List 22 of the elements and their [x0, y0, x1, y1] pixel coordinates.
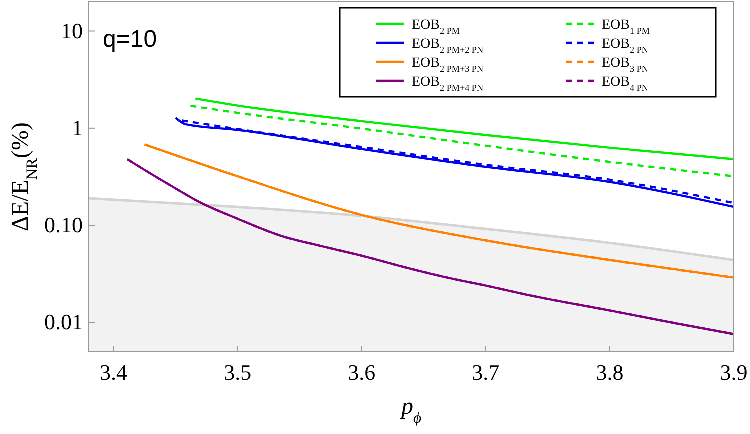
y-tick-label: 0.01: [44, 310, 83, 335]
legend-label: EOB$_{2 PN}$: [602, 37, 649, 55]
legend-label: EOB$_{2 PM+3 PN}$: [412, 56, 484, 74]
legend-label: EOB$_{2 PM+2 PN}$: [412, 37, 484, 55]
y-tick-label: 1: [72, 115, 83, 140]
x-tick-label: 3.8: [596, 360, 624, 385]
x-tick-label: 3.6: [348, 360, 376, 385]
legend-label: EOB$_{1 PM}$: [602, 18, 650, 36]
x-tick-label: 3.5: [224, 360, 252, 385]
y-tick-label: 10: [61, 18, 83, 44]
line-series: [194, 98, 734, 160]
line-series: [190, 104, 734, 178]
y-tick-label: 0.10: [44, 212, 83, 238]
x-tick-label: 3.4: [100, 360, 128, 385]
annotation: q=10: [103, 26, 158, 53]
x-tick-label: 3.7: [472, 360, 500, 385]
legend-label: EOB$_{3 PN}$: [602, 56, 649, 74]
legend-label: EOB$_{2 PM+4 PN}$: [412, 75, 484, 93]
legend-label: EOB$_{4 PN}$: [602, 75, 649, 93]
x-tick-label: 3.9: [720, 360, 748, 385]
x-axis-title: p$_{ϕ}$: [399, 394, 422, 426]
legend-label: EOB$_{2 PM}$: [412, 18, 460, 36]
